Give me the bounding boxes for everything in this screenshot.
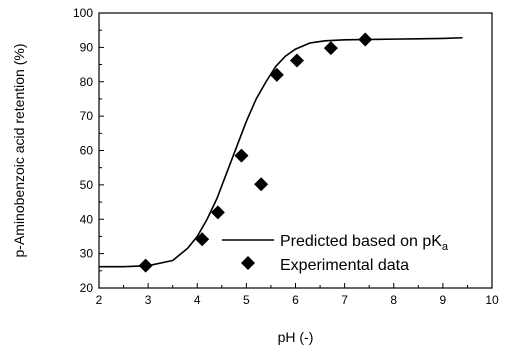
x-tick-label: 7: [341, 293, 348, 307]
legend-experimental-label: Experimental data: [280, 257, 409, 274]
legend-diamond-swatch: [241, 256, 255, 270]
data-point-diamond: [210, 205, 225, 220]
x-tick-label: 10: [485, 293, 499, 307]
y-tick-label: 20: [80, 281, 94, 295]
x-tick-label: 4: [194, 293, 201, 307]
legend: Predicted based on pKa Experimental data: [222, 233, 449, 274]
x-tick-label: 9: [440, 293, 447, 307]
x-axis: 2 3 4 5 6 7 8 9 10: [96, 283, 499, 307]
predicted-line: [99, 36, 463, 268]
data-point-diamond: [195, 232, 210, 247]
data-point-diamond: [254, 177, 269, 192]
data-point-diamond: [234, 148, 249, 163]
y-axis: 20 30 40 50 60 70 80 90 100: [73, 6, 104, 295]
x-tick-label: 6: [292, 293, 299, 307]
data-point-diamond: [269, 67, 284, 82]
y-tick-label: 80: [80, 75, 94, 89]
x-tick-label: 3: [145, 293, 152, 307]
data-point-diamond: [138, 258, 153, 273]
y-tick-label: 40: [80, 212, 94, 226]
y-tick-label: 70: [80, 109, 94, 123]
x-tick-label: 8: [390, 293, 397, 307]
data-point-diamond: [323, 41, 338, 56]
y-axis-label: p-Aminobenzoic acid retention (%): [11, 44, 27, 258]
y-tick-label: 50: [80, 178, 94, 192]
x-axis-label: pH (-): [278, 329, 314, 345]
data-point-diamond: [289, 53, 304, 68]
y-tick-label: 30: [80, 247, 94, 261]
legend-predicted-label: Predicted based on pKa: [280, 233, 449, 253]
x-tick-label: 5: [243, 293, 250, 307]
series-layer: [99, 32, 463, 273]
x-tick-label: 2: [96, 293, 103, 307]
y-tick-label: 100: [73, 6, 93, 20]
y-tick-label: 90: [80, 40, 94, 54]
data-point-diamond: [358, 32, 373, 47]
y-tick-label: 60: [80, 144, 94, 158]
